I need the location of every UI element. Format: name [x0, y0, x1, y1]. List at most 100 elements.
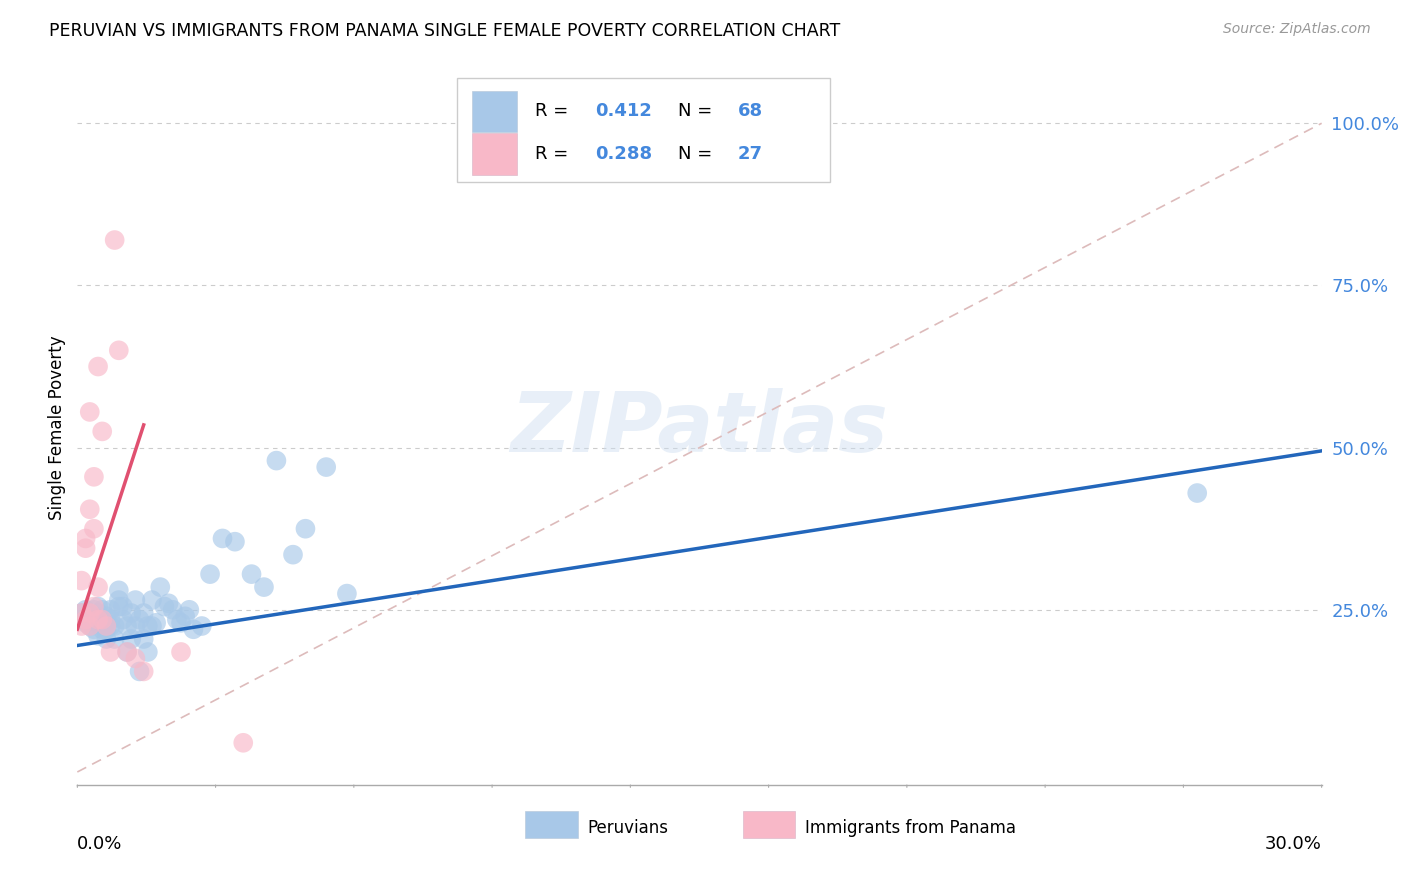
- Point: [132, 632, 155, 646]
- Point: [120, 632, 142, 646]
- FancyBboxPatch shape: [457, 78, 830, 182]
- Point: [79, 619, 101, 633]
- Point: [108, 343, 131, 358]
- Point: [128, 665, 150, 679]
- Point: [108, 593, 131, 607]
- Text: N =: N =: [678, 103, 718, 120]
- Point: [75, 541, 97, 556]
- Point: [191, 619, 214, 633]
- Point: [96, 609, 118, 624]
- Point: [240, 567, 263, 582]
- Point: [83, 522, 105, 536]
- Text: R =: R =: [536, 103, 574, 120]
- Point: [100, 619, 122, 633]
- Point: [87, 599, 110, 614]
- Point: [104, 632, 127, 646]
- Point: [136, 619, 159, 633]
- Point: [115, 645, 138, 659]
- Bar: [742, 812, 796, 838]
- Point: [157, 596, 180, 610]
- Point: [124, 651, 146, 665]
- Point: [87, 629, 110, 643]
- Point: [104, 619, 127, 633]
- Point: [1187, 486, 1209, 500]
- Point: [91, 615, 114, 630]
- Point: [79, 502, 101, 516]
- Point: [162, 603, 184, 617]
- Point: [315, 460, 337, 475]
- Point: [266, 453, 288, 467]
- Point: [75, 615, 97, 630]
- Bar: [472, 91, 516, 132]
- Text: 30.0%: 30.0%: [1265, 835, 1322, 853]
- Point: [132, 665, 155, 679]
- Point: [91, 619, 114, 633]
- Point: [253, 580, 276, 594]
- Text: Source: ZipAtlas.com: Source: ZipAtlas.com: [1223, 22, 1371, 37]
- Point: [96, 615, 118, 630]
- Text: N =: N =: [678, 145, 718, 163]
- Point: [100, 645, 122, 659]
- Point: [198, 567, 221, 582]
- Point: [87, 615, 110, 630]
- Point: [136, 645, 159, 659]
- Point: [294, 522, 316, 536]
- Point: [336, 586, 359, 600]
- Point: [100, 613, 122, 627]
- Point: [75, 603, 97, 617]
- Point: [179, 603, 201, 617]
- Point: [91, 622, 114, 636]
- Point: [96, 632, 118, 646]
- Point: [79, 606, 101, 620]
- Point: [111, 599, 134, 614]
- Point: [83, 622, 105, 636]
- Point: [87, 580, 110, 594]
- Point: [100, 603, 122, 617]
- Point: [211, 532, 233, 546]
- Text: 0.412: 0.412: [595, 103, 652, 120]
- Text: 68: 68: [738, 103, 763, 120]
- Point: [79, 606, 101, 620]
- Point: [87, 606, 110, 620]
- Text: R =: R =: [536, 145, 574, 163]
- Point: [281, 548, 304, 562]
- Point: [153, 599, 176, 614]
- Point: [75, 532, 97, 546]
- Point: [91, 603, 114, 617]
- Point: [132, 606, 155, 620]
- Point: [111, 613, 134, 627]
- Point: [108, 583, 131, 598]
- Point: [96, 622, 118, 636]
- Point: [87, 613, 110, 627]
- Point: [70, 606, 93, 620]
- Text: Immigrants from Panama: Immigrants from Panama: [806, 819, 1017, 837]
- Point: [141, 593, 163, 607]
- Point: [108, 599, 131, 614]
- Point: [128, 613, 150, 627]
- Text: ZIPatlas: ZIPatlas: [510, 388, 889, 468]
- Point: [87, 359, 110, 374]
- Point: [83, 470, 105, 484]
- Point: [183, 622, 205, 636]
- Point: [115, 619, 138, 633]
- Point: [170, 645, 193, 659]
- Point: [91, 613, 114, 627]
- Point: [124, 619, 146, 633]
- Point: [79, 613, 101, 627]
- Point: [70, 574, 93, 588]
- Point: [91, 425, 114, 439]
- Text: 27: 27: [738, 145, 763, 163]
- Point: [70, 613, 93, 627]
- Text: 0.288: 0.288: [595, 145, 652, 163]
- Text: 0.0%: 0.0%: [77, 835, 122, 853]
- Bar: [472, 134, 516, 175]
- Point: [145, 615, 167, 630]
- Text: PERUVIAN VS IMMIGRANTS FROM PANAMA SINGLE FEMALE POVERTY CORRELATION CHART: PERUVIAN VS IMMIGRANTS FROM PANAMA SINGL…: [49, 22, 841, 40]
- Point: [83, 599, 105, 614]
- Point: [149, 580, 172, 594]
- Point: [115, 645, 138, 659]
- Bar: [526, 812, 578, 838]
- Text: Peruvians: Peruvians: [588, 819, 668, 837]
- Point: [79, 619, 101, 633]
- Point: [96, 619, 118, 633]
